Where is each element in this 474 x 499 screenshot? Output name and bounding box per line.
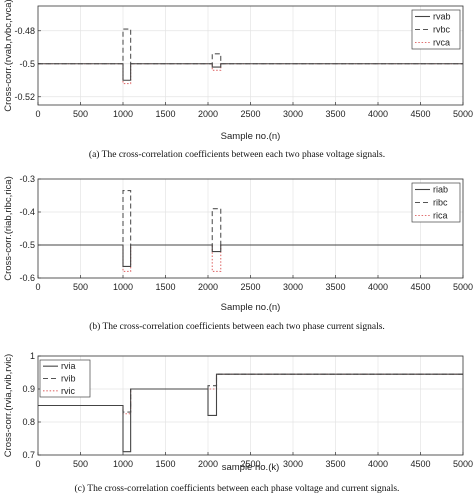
chart-2-x-tick-label: 3000 [283, 282, 303, 292]
chart-1-legend-label-2: rvbc [433, 25, 451, 35]
chart-1-y-axis-label: Cross-corr.(rvab,rvbc,rvca) [3, 0, 14, 112]
chart-3-x-tick-label: 1500 [155, 459, 175, 469]
chart-2-y-tick-label: -0.5 [19, 240, 35, 250]
chart-2-y-tick-label: -0.4 [19, 207, 35, 217]
chart-1-x-tick-label: 500 [73, 109, 88, 119]
chart-1-x-tick-label: 0 [35, 109, 40, 119]
chart-3-x-tick-label: 2000 [198, 459, 218, 469]
chart-1-x-tick-label: 3500 [325, 109, 345, 119]
chart-2-legend-label-3: rica [433, 211, 448, 221]
chart-3-x-tick-label: 500 [73, 459, 88, 469]
chart-1-y-tick-label: -0.48 [14, 26, 35, 36]
chart-1-x-axis-label: Sample no.(n) [221, 131, 281, 142]
chart-2-x-tick-label: 5000 [453, 282, 473, 292]
chart-1-x-tick-label: 5000 [453, 109, 473, 119]
chart-3-caption: (c) The cross-correlation coefficients b… [75, 483, 400, 494]
chart-3-x-tick-label: 0 [35, 459, 40, 469]
chart-3-y-tick-label: 0.7 [22, 450, 35, 460]
chart-2-x-tick-label: 0 [35, 282, 40, 292]
chart-2-x-tick-label: 4000 [368, 282, 388, 292]
chart-2-x-tick-label: 4500 [410, 282, 430, 292]
chart-3-x-tick-label: 5000 [453, 459, 473, 469]
chart-3-y-tick-label: 0.9 [22, 384, 35, 394]
chart-3-y-tick-label: 1 [30, 351, 35, 361]
chart-3-y-axis-label: Cross-corr.(rvia,rvib,rvic) [3, 354, 14, 457]
chart-2-x-tick-label: 2500 [240, 282, 260, 292]
chart-2-series-line-1 [38, 244, 463, 268]
chart-3-x-tick-label: 2500 [240, 459, 260, 469]
chart-2-y-axis-label: Cross-corr.(riab,ribc,rica) [3, 176, 14, 281]
chart-1-x-tick-label: 1000 [113, 109, 133, 119]
chart-2-y-tick-label: -0.6 [19, 273, 35, 283]
chart-1-y-tick-label: -0.52 [14, 92, 35, 102]
chart-1-x-tick-label: 3000 [283, 109, 303, 119]
chart-3-x-tick-label: 4500 [410, 459, 430, 469]
chart-1-legend-label-1: rvab [433, 12, 451, 22]
chart-3-legend-label-1: rvia [61, 361, 76, 371]
chart-1-series-group [38, 28, 463, 85]
chart-2-legend-label-2: ribc [433, 198, 448, 208]
chart-2-x-tick-label: 1000 [113, 282, 133, 292]
chart-1-x-tick-label: 4500 [410, 109, 430, 119]
chart-3-series-line-1 [38, 373, 463, 453]
chart-3-x-tick-label: 3000 [283, 459, 303, 469]
chart-2-x-tick-label: 2000 [198, 282, 218, 292]
chart-1-x-tick-label: 1500 [155, 109, 175, 119]
chart-2-x-tick-label: 3500 [325, 282, 345, 292]
chart-2-series-group [38, 190, 463, 272]
chart-2-legend-label-1: riab [433, 185, 448, 195]
chart-3-x-axis-label: sample no.(k) [222, 462, 280, 473]
chart-3-x-tick-label: 4000 [368, 459, 388, 469]
chart-1-caption: (a) The cross-correlation coefficients b… [89, 149, 385, 160]
chart-2-x-tick-label: 1500 [155, 282, 175, 292]
chart-1-x-tick-label: 2000 [198, 109, 218, 119]
chart-3-series-group [38, 373, 463, 453]
chart-2-y-tick-label: -0.3 [19, 174, 35, 184]
chart-2-x-axis-label: Sample no.(n) [221, 302, 281, 313]
chart-1-series-line-1 [38, 63, 463, 81]
chart-1-y-tick-label: -0.5 [19, 59, 35, 69]
chart-3-legend-label-3: rvic [61, 386, 75, 396]
chart-3-y-tick-label: 0.8 [22, 417, 35, 427]
chart-2-caption: (b) The cross-correlation coefficients b… [89, 321, 385, 332]
chart-2-x-tick-label: 500 [73, 282, 88, 292]
chart-1-x-tick-label: 4000 [368, 109, 388, 119]
chart-3-legend-label-2: rvib [61, 374, 76, 384]
chart-3-x-tick-label: 1000 [113, 459, 133, 469]
chart-1-x-tick-label: 2500 [240, 109, 260, 119]
chart-3-x-tick-label: 3500 [325, 459, 345, 469]
chart-1-legend-label-3: rvca [433, 38, 450, 48]
